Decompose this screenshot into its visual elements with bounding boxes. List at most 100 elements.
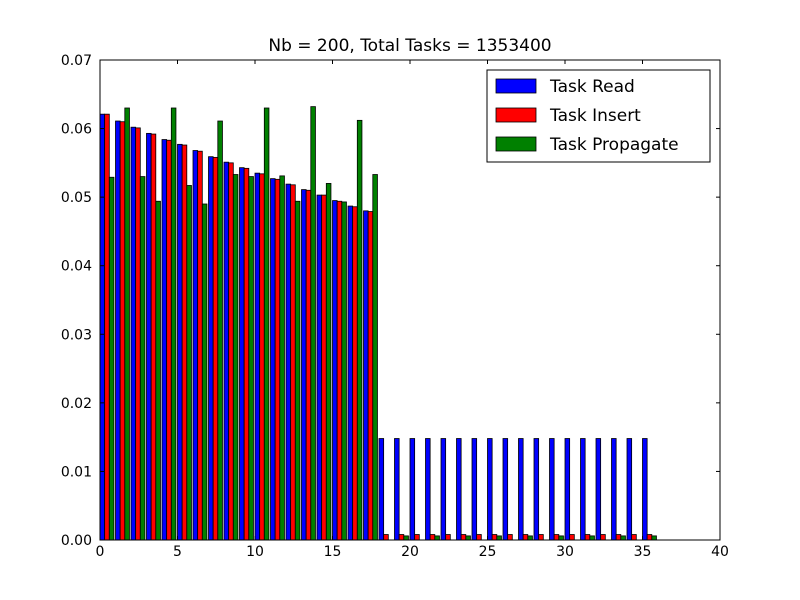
bar-task-insert-12	[290, 184, 296, 541]
bar-task-propagate-4	[170, 107, 177, 541]
bar-task-insert-31	[584, 534, 591, 541]
chart-title: Nb = 200, Total Tasks = 1353400	[268, 36, 551, 56]
y-tick-labels: 0.00 0.01 0.02 0.03 0.04 0.05 0.06 0.07	[61, 53, 92, 549]
bar-task-read-28	[533, 438, 540, 541]
bar-task-propagate-8	[232, 174, 239, 541]
bar-task-propagate-0	[108, 176, 115, 541]
bar-task-insert-4	[166, 139, 172, 541]
bar-task-read-8	[223, 161, 230, 541]
bar-task-read-2	[130, 126, 137, 541]
bar-task-read-21	[425, 438, 431, 541]
bar-task-insert-29	[553, 534, 560, 541]
bar-task-read-26	[502, 438, 509, 541]
bar-task-read-4	[161, 139, 168, 541]
x-tick-label-4: 20	[401, 544, 419, 560]
bar-task-insert-17	[367, 211, 374, 541]
legend-label-task-propagate: Task Propagate	[549, 135, 679, 155]
bar-task-propagate-25	[496, 535, 502, 541]
bar-task-insert-7	[212, 156, 219, 541]
bar-task-propagate-21	[434, 535, 440, 541]
bar-task-propagate-23	[465, 535, 471, 541]
bar-task-propagate-31	[589, 535, 595, 541]
bar-task-insert-26	[507, 534, 513, 541]
bar-task-read-14	[316, 194, 323, 541]
bar-task-insert-21	[429, 534, 436, 541]
y-tick-label-6: 0.06	[61, 122, 92, 138]
bar-task-insert-6	[197, 150, 203, 541]
bar-task-read-29	[549, 438, 555, 541]
bar-task-propagate-1	[124, 107, 130, 541]
bar-task-read-24	[471, 438, 478, 541]
bar-task-read-17	[363, 210, 369, 541]
bar-task-read-22	[440, 438, 447, 541]
bar-task-propagate-6	[201, 203, 208, 541]
bar-task-read-18	[378, 438, 385, 541]
x-tick-label-7: 35	[634, 544, 652, 560]
bar-task-read-25	[487, 438, 493, 541]
bar-task-insert-10	[259, 173, 265, 541]
bar-task-insert-3	[150, 133, 157, 541]
bar-task-propagate-19	[403, 535, 409, 541]
bar-task-propagate-17	[372, 174, 378, 541]
y-tick-label-1: 0.01	[61, 464, 92, 480]
x-tick-label-3: 15	[324, 544, 342, 560]
legend-label-task-read: Task Read	[549, 77, 635, 97]
bar-task-read-27	[518, 438, 524, 541]
bar-task-read-12	[285, 183, 292, 541]
y-tick-label-0: 0.00	[61, 533, 92, 549]
bar-task-propagate-33	[620, 535, 626, 541]
bar-task-insert-14	[321, 194, 327, 541]
bar-task-insert-30	[569, 534, 575, 541]
bar-task-read-11	[270, 178, 276, 541]
bar-task-read-5	[177, 143, 183, 541]
bar-task-propagate-16	[356, 119, 363, 541]
bar-task-propagate-15	[341, 201, 347, 541]
legend-swatch-task-insert	[495, 107, 537, 123]
bar-task-insert-15	[336, 200, 343, 541]
bar-task-read-15	[332, 200, 338, 541]
bar-task-propagate-27	[527, 535, 533, 541]
x-tick-label-2: 10	[246, 544, 264, 560]
bar-task-read-9	[239, 167, 245, 541]
bar-task-propagate-14	[325, 183, 332, 541]
bar-task-insert-18	[383, 534, 389, 541]
y-tick-label-7: 0.07	[61, 53, 92, 69]
bar-task-propagate-10	[263, 107, 270, 541]
bar-task-propagate-35	[651, 535, 657, 541]
bar-task-propagate-5	[186, 185, 192, 541]
bar-task-propagate-11	[279, 175, 285, 541]
legend: Task Read Task Insert Task Propagate	[486, 69, 711, 163]
bar-task-propagate-13	[310, 106, 316, 541]
y-tick-label-2: 0.02	[61, 396, 92, 412]
y-tick-label-5: 0.05	[61, 190, 92, 206]
bar-task-propagate-9	[248, 176, 254, 541]
bar-task-read-3	[146, 132, 152, 541]
bar-task-insert-27	[522, 534, 529, 541]
y-tick-label-3: 0.03	[61, 327, 92, 343]
bar-task-insert-35	[646, 534, 653, 541]
bar-task-read-19	[394, 438, 400, 541]
bar-task-insert-0	[104, 113, 110, 541]
bar-task-insert-16	[352, 206, 358, 541]
legend-swatch-task-read	[495, 78, 537, 94]
x-tick-label-8: 40	[711, 544, 729, 560]
bar-task-read-23	[456, 438, 462, 541]
x-tick-label-1: 5	[173, 544, 182, 560]
bar-task-insert-24	[476, 534, 482, 541]
bar-task-read-1	[115, 120, 121, 541]
bar-task-read-30	[564, 438, 571, 541]
bar-task-read-31	[580, 438, 586, 541]
bar-task-insert-32	[600, 534, 606, 541]
bar-task-read-32	[595, 438, 602, 541]
bar-task-insert-8	[228, 162, 234, 541]
x-tick-label-5: 25	[479, 544, 497, 560]
bar-task-insert-11	[274, 178, 281, 541]
bar-task-insert-19	[398, 534, 405, 541]
bars-group	[99, 106, 657, 541]
bar-task-read-33	[611, 438, 617, 541]
x-tick-label-0: 0	[96, 544, 105, 560]
bar-task-propagate-2	[139, 176, 146, 541]
y-tick-label-4: 0.04	[61, 259, 92, 275]
bar-task-read-0	[99, 113, 106, 541]
